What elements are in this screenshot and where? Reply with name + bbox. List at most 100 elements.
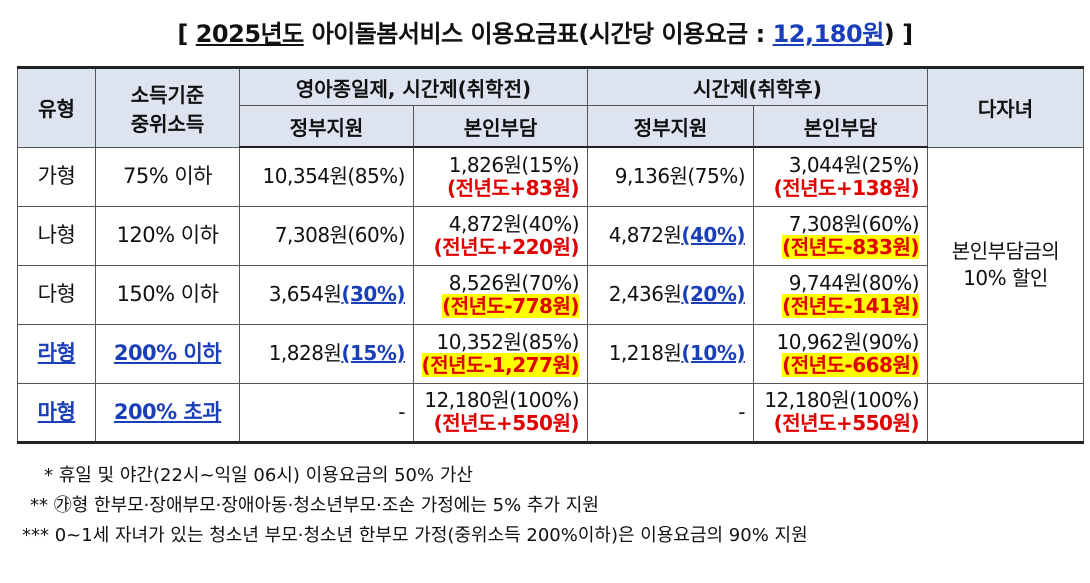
gov-support-after-cell: 2,436원(20%) (587, 264, 754, 325)
row-income-label: 200% 이하 (113, 341, 222, 365)
multi-child-line2: 10% 할인 (963, 266, 1048, 290)
gov-amount: 9,136원(75%) (614, 164, 746, 189)
gov-support-before-cell: 3,654원(30%) (239, 264, 414, 325)
self-pay-before-cell: 1,826원(15%) (전년도+83원) (413, 146, 588, 207)
title-bracket-close: ] (902, 20, 913, 48)
diff-from-last-year: (전년도-778원) (442, 293, 579, 318)
header-group-before-school: 영아종일제, 시간제(취학전) (239, 67, 588, 106)
diff-from-last-year: (전년도+83원) (447, 175, 579, 200)
title-year: 2025년도 (195, 20, 304, 48)
self-pay-after-cell: 9,744원(80%) (전년도-141원) (753, 264, 928, 325)
gov-support-before-cell: 1,828원(15%) (239, 323, 414, 384)
self-amount: 3,044원(25%) (788, 152, 920, 177)
gov-amount: 7,308원(60%) (274, 223, 406, 247)
diff-from-last-year: (전년도-668원) (782, 352, 919, 377)
row-income: 200% 이하 (95, 323, 240, 384)
footnote-1: * 휴일 및 야간(22시~익일 06시) 이용요금의 50% 가산 (44, 465, 473, 486)
row-income: 120% 이하 (95, 205, 240, 266)
diff-from-last-year: (전년도+138원) (773, 175, 920, 200)
header-multi-child: 다자녀 (927, 67, 1084, 148)
row-type-label: 마형 (37, 399, 76, 424)
self-pay-after-cell: 7,308원(60%) (전년도-833원) (753, 205, 928, 266)
diff-from-last-year: (전년도+220원) (433, 234, 580, 259)
header-type: 유형 (17, 67, 96, 148)
self-amount: 10,962원(90%) (776, 329, 920, 354)
table-row: 가형 75% 이하 10,354원(85%) 1,826원(15%) (전년도+… (17, 146, 1084, 384)
row-type-label: 라형 (37, 341, 76, 365)
header-gov-support-before: 정부지원 (239, 105, 414, 148)
multi-child-line1: 본인부담금의 (951, 239, 1060, 263)
row-income-label: 200% 초과 (113, 399, 222, 424)
footnotes: * 휴일 및 야간(22시~익일 06시) 이용요금의 50% 가산 ** ㉮형… (22, 461, 808, 551)
gov-percent: (30%) (341, 282, 405, 306)
gov-amount: - (398, 399, 405, 424)
gov-percent: (15%) (341, 341, 405, 365)
table-row: 나형 120% 이하 7,308원(60%) 4,872원(40%) (전년도+… (17, 205, 1084, 266)
footnote-2: ** ㉮형 한부모·장애부모·장애아동·청소년부모·조손 가정에는 5% 추가 … (30, 495, 599, 516)
gov-support-after-cell: 9,136원(75%) (587, 146, 754, 207)
gov-support-after-cell: - (587, 382, 754, 443)
gov-support-after-cell: 4,872원(40%) (587, 205, 754, 266)
row-income: 75% 이하 (95, 146, 240, 207)
multi-child-empty-cell (927, 382, 1084, 443)
row-type: 라형 (17, 323, 96, 384)
gov-support-before-cell: 10,354원(85%) (239, 146, 414, 207)
self-pay-after-cell: 3,044원(25%) (전년도+138원) (753, 146, 928, 207)
title-main: 아이돌봄서비스 이용요금표(시간당 이용요금 : (311, 20, 766, 48)
self-pay-before-cell: 8,526원(70%) (전년도-778원) (413, 264, 588, 325)
diff-from-last-year: (전년도-141원) (782, 293, 919, 318)
title-close: ) (883, 20, 895, 48)
diff-from-last-year: (전년도-1,277원) (421, 352, 580, 377)
table-row: 라형 200% 이하 1,828원(15%) 10,352원(85%) (전년도… (17, 323, 1084, 384)
row-income: 150% 이하 (95, 264, 240, 325)
gov-percent: (40%) (681, 223, 745, 247)
self-pay-after-cell: 10,962원(90%) (전년도-668원) (753, 323, 928, 384)
fee-table: 유형 소득기준 중위소득 영아종일제, 시간제(취학전) 시간제(취학후) 다자… (17, 66, 1084, 444)
header-self-pay-after: 본인부담 (753, 105, 928, 148)
self-amount: 10,352원(85%) (436, 329, 580, 354)
gov-amount: 1,828원 (268, 341, 342, 365)
diff-from-last-year: (전년도+550원) (773, 411, 920, 435)
gov-support-before-cell: - (239, 382, 414, 443)
diff-from-last-year: (전년도+550원) (433, 411, 580, 435)
multi-child-discount: 본인부담금의 10% 할인 (927, 146, 1084, 384)
gov-support-before-cell: 7,308원(60%) (239, 205, 414, 266)
title-fee: 12,180원 (772, 20, 885, 48)
table-row: 다형 150% 이하 3,654원(30%) 8,526원(70%) (전년도-… (17, 264, 1084, 325)
gov-percent: (10%) (681, 341, 745, 365)
self-pay-before-cell: 12,180원(100%) (전년도+550원) (413, 382, 588, 443)
gov-percent: (20%) (681, 282, 745, 306)
self-amount: 9,744원(80%) (788, 270, 920, 295)
self-amount: 4,872원(40%) (448, 211, 580, 236)
row-income: 200% 초과 (95, 382, 240, 443)
self-amount: 8,526원(70%) (448, 270, 580, 295)
row-type: 마형 (17, 382, 96, 443)
self-amount: 12,180원(100%) (424, 388, 579, 412)
self-pay-before-cell: 4,872원(40%) (전년도+220원) (413, 205, 588, 266)
row-type: 다형 (17, 264, 96, 325)
header-income: 소득기준 중위소득 (95, 67, 240, 148)
diff-from-last-year: (전년도-833원) (782, 234, 919, 259)
header-income-line1: 소득기준 (130, 82, 205, 107)
header-self-pay-before: 본인부담 (413, 105, 588, 148)
header-group-after-school: 시간제(취학후) (587, 67, 928, 106)
gov-support-after-cell: 1,218원(10%) (587, 323, 754, 384)
self-pay-before-cell: 10,352원(85%) (전년도-1,277원) (413, 323, 588, 384)
page-title: [ 2025년도 아이돌봄서비스 이용요금표(시간당 이용요금 : 12,180… (0, 14, 1090, 49)
self-pay-after-cell: 12,180원(100%) (전년도+550원) (753, 382, 928, 443)
row-type: 가형 (17, 146, 96, 207)
table-row: 마형 200% 초과 - 12,180원(100%) (전년도+550원) - … (17, 382, 1084, 443)
gov-amount: - (738, 399, 745, 424)
self-amount: 12,180원(100%) (764, 388, 919, 412)
self-amount: 1,826원(15%) (448, 152, 580, 177)
gov-amount: 2,436원 (608, 282, 682, 306)
title-bracket-open: [ (177, 20, 188, 48)
gov-amount: 4,872원 (608, 223, 682, 247)
gov-amount: 10,354원(85%) (262, 164, 406, 189)
row-type: 나형 (17, 205, 96, 266)
header-income-line2: 중위소득 (130, 111, 205, 136)
header-gov-support-after: 정부지원 (587, 105, 754, 148)
gov-amount: 1,218원 (608, 341, 682, 365)
self-amount: 7,308원(60%) (788, 211, 920, 236)
footnote-3: *** 0~1세 자녀가 있는 청소년 부모·청소년 한부모 가정(중위소득 2… (22, 525, 808, 546)
